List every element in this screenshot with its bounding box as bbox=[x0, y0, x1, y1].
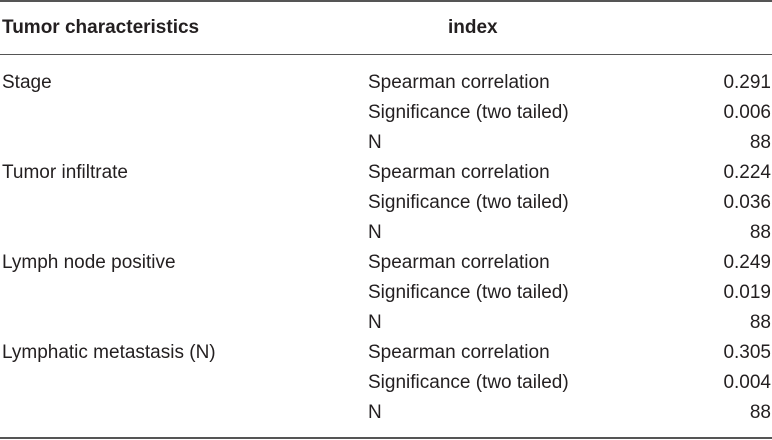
header-index: index bbox=[448, 17, 498, 38]
tumor-characteristic-cell: Stage bbox=[2, 72, 52, 93]
value-cell: 88 bbox=[749, 312, 771, 333]
table-row: Significance (two tailed) 0.004 bbox=[0, 368, 772, 398]
index-cell: Spearman correlation bbox=[368, 252, 550, 273]
table-row: N 88 bbox=[0, 398, 772, 428]
value-cell: 0.249 bbox=[723, 252, 771, 273]
value-cell: 0.006 bbox=[723, 102, 771, 123]
index-cell: Significance (two tailed) bbox=[368, 372, 569, 393]
tumor-characteristic-cell: Lymph node positive bbox=[2, 252, 176, 273]
table-row: Tumor infiltrate Spearman correlation 0.22… bbox=[0, 158, 772, 188]
tumor-characteristic-cell: Tumor infiltrate bbox=[2, 162, 128, 183]
value-cell: 0.004 bbox=[723, 372, 771, 393]
table-row: N 88 bbox=[0, 308, 772, 338]
table-row: N 88 bbox=[0, 218, 772, 248]
index-cell: Spearman correlation bbox=[368, 72, 550, 93]
index-cell: Spearman correlation bbox=[368, 342, 550, 363]
tumor-characteristic-cell: Lymphatic metastasis (N) bbox=[2, 342, 216, 363]
table-top-rule bbox=[0, 0, 772, 2]
table-row: N 88 bbox=[0, 128, 772, 158]
table-body: Stage Spearman correlation 0.291 Significan… bbox=[0, 68, 772, 428]
value-cell: 0.019 bbox=[723, 282, 771, 303]
value-cell: 0.291 bbox=[723, 72, 771, 93]
table-row: Lymph node positive Spearman correlation 0… bbox=[0, 248, 772, 278]
value-cell: 0.224 bbox=[723, 162, 771, 183]
table-row: Significance (two tailed) 0.036 bbox=[0, 188, 772, 218]
value-cell: 88 bbox=[749, 222, 771, 243]
index-cell: Significance (two tailed) bbox=[368, 192, 569, 213]
index-cell: N bbox=[368, 312, 382, 333]
value-cell: 0.305 bbox=[723, 342, 771, 363]
table-bottom-rule bbox=[0, 437, 772, 439]
index-cell: Significance (two tailed) bbox=[368, 282, 569, 303]
index-cell: Significance (two tailed) bbox=[368, 102, 569, 123]
table-row: Stage Spearman correlation 0.291 bbox=[0, 68, 772, 98]
index-cell: N bbox=[368, 132, 382, 153]
index-cell: Spearman correlation bbox=[368, 162, 550, 183]
table-row: Significance (two tailed) 0.006 bbox=[0, 98, 772, 128]
table-header-rule bbox=[0, 54, 772, 55]
table-row: Significance (two tailed) 0.019 bbox=[0, 278, 772, 308]
index-cell: N bbox=[368, 222, 382, 243]
value-cell: 88 bbox=[749, 132, 771, 153]
table-row: Lymphatic metastasis (N) Spearman correla… bbox=[0, 338, 772, 368]
header-tumor-characteristics: Tumor characteristics bbox=[2, 17, 200, 38]
value-cell: 0.036 bbox=[723, 192, 771, 213]
index-cell: N bbox=[368, 402, 382, 423]
value-cell: 88 bbox=[749, 402, 771, 423]
